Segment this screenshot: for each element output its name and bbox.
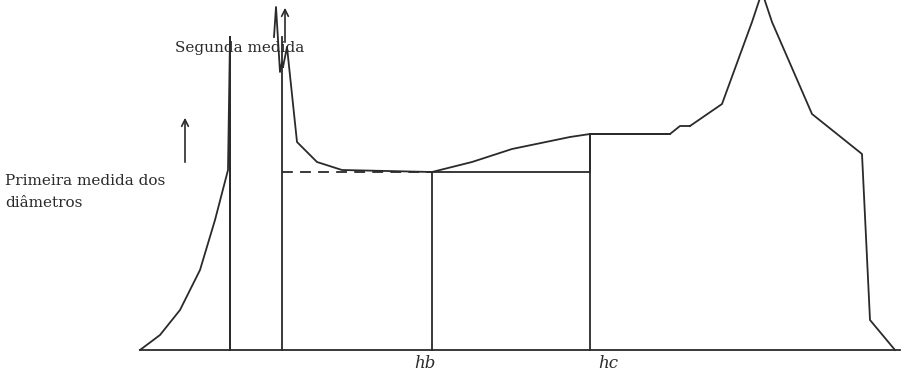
- Text: diâmetros: diâmetros: [5, 196, 82, 210]
- Text: Segunda medida: Segunda medida: [175, 41, 304, 55]
- Text: Primeira medida dos: Primeira medida dos: [5, 174, 166, 188]
- Text: hc: hc: [598, 355, 618, 372]
- Text: hb: hb: [414, 355, 435, 372]
